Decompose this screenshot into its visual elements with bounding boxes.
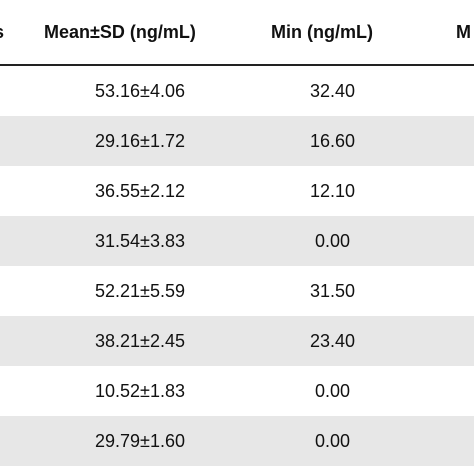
table-header: s Mean±SD (ng/mL) Min (ng/mL) M — [0, 0, 474, 65]
cell-min: 32.40 — [309, 81, 356, 101]
cell-mean-sd: 29.79±1.60 — [95, 431, 185, 451]
cell-min: 31.50 — [309, 281, 356, 301]
header-rule — [0, 64, 474, 66]
cell-mean-sd: 38.21±2.45 — [95, 331, 185, 351]
header-cell-partial-left: s — [0, 0, 4, 65]
table-row: 29.16±1.72 16.60 — [0, 116, 474, 166]
cell-mean-sd: 36.55±2.12 — [95, 181, 185, 201]
table-row: 10.52±1.83 0.00 — [0, 366, 474, 416]
cell-min: 0.00 — [314, 231, 351, 251]
table-row: 29.79±1.60 0.00 — [0, 416, 474, 466]
cell-mean-sd: 53.16±4.06 — [95, 81, 185, 101]
cell-min: 0.00 — [314, 381, 351, 401]
header-cell-mean-sd: Mean±SD (ng/mL) — [44, 22, 196, 42]
header-cell-partial-right: M — [456, 22, 471, 42]
cell-mean-sd: 52.21±5.59 — [95, 281, 185, 301]
table-row: 53.16±4.06 32.40 — [0, 66, 474, 116]
table-row: 31.54±3.83 0.00 — [0, 216, 474, 266]
cell-mean-sd: 31.54±3.83 — [95, 231, 185, 251]
table-row: 36.55±2.12 12.10 — [0, 166, 474, 216]
cell-mean-sd: 29.16±1.72 — [95, 131, 185, 151]
table-row: 52.21±5.59 31.50 — [0, 266, 474, 316]
cell-min: 0.00 — [314, 431, 351, 451]
header-cell-min: Min (ng/mL) — [271, 22, 373, 42]
cell-min: 23.40 — [309, 331, 356, 351]
table-row: 38.21±2.45 23.40 — [0, 316, 474, 366]
cell-min: 12.10 — [309, 181, 356, 201]
cell-min: 16.60 — [309, 131, 356, 151]
cell-mean-sd: 10.52±1.83 — [95, 381, 185, 401]
